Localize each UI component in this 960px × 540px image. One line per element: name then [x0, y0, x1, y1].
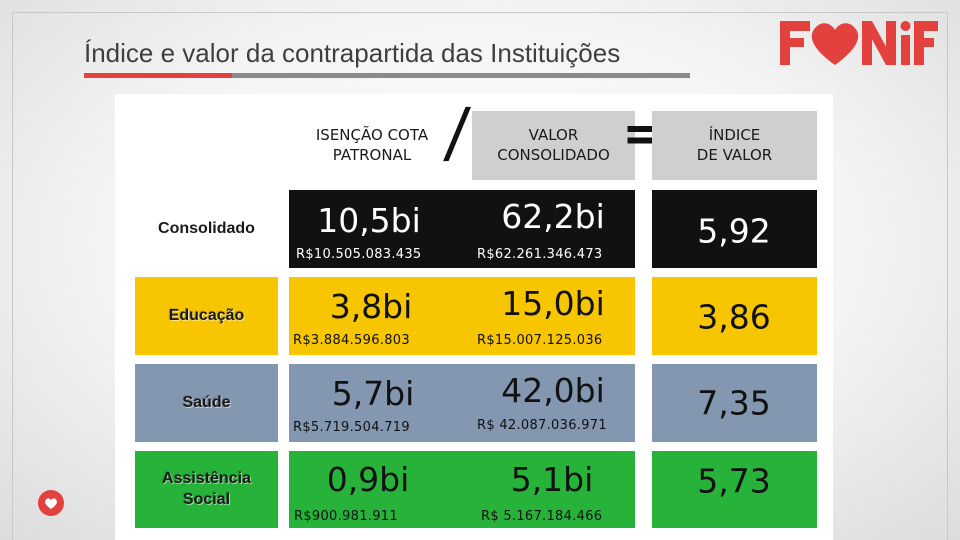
row-label-consolidado: Consolidado	[135, 190, 278, 268]
saude-indice-cell	[652, 364, 817, 442]
fonif-logo	[778, 17, 940, 69]
title-underline-grey	[232, 73, 690, 78]
row-educacao-values-cell	[289, 277, 635, 355]
slide-title: Índice e valor da contrapartida das Inst…	[84, 38, 621, 68]
row-consolidado-values-cell	[289, 190, 635, 268]
title-underline-red	[84, 73, 232, 78]
consolidado-isencao-small: R$10.505.083.435	[296, 247, 422, 262]
row-label-saude: Saúde	[135, 364, 278, 442]
educacao-valor-big: 15,0bi	[501, 284, 605, 323]
header-isencao-cota-patronal: ISENÇÃO COTA PATRONAL	[315, 126, 429, 164]
fonif-logo-mark	[780, 21, 938, 65]
saude-valor-big: 42,0bi	[501, 371, 605, 410]
header-valor-consolidado: VALOR CONSOLIDADO	[472, 111, 635, 180]
row-label-assistencia-social: Assistência Social	[135, 451, 278, 528]
consolidado-indice-cell	[652, 190, 817, 268]
consolidado-valor-small: R$62.261.346.473	[477, 247, 603, 262]
assistencia-indice-cell	[652, 451, 817, 528]
row-assistencia-values-cell	[289, 451, 635, 528]
educacao-isencao-big: 3,8bi	[329, 287, 413, 326]
assistencia-indice: 5,73	[697, 461, 771, 501]
row-saude-values-cell	[289, 364, 635, 442]
saude-valor-small: R$ 42.087.036.971	[477, 418, 607, 433]
consolidado-isencao-big: 10,5bi	[317, 201, 421, 240]
educacao-valor-small: R$15.007.125.036	[477, 333, 603, 348]
row-label-educacao: Educação	[135, 277, 278, 355]
header-indice-de-valor: ÍNDICE DE VALOR	[652, 111, 817, 180]
saude-isencao-small: R$5.719.504.719	[293, 420, 410, 435]
assistencia-valor-big: 5,1bi	[510, 460, 594, 499]
assistencia-isencao-big: 0,9bi	[326, 460, 410, 499]
educacao-isencao-small: R$3.884.596.803	[293, 333, 410, 348]
assistencia-isencao-small: R$900.981.911	[294, 509, 398, 524]
heart-icon	[38, 490, 64, 516]
slide-frame	[12, 12, 948, 540]
consolidado-valor-big: 62,2bi	[501, 197, 605, 236]
educacao-indice: 3,86	[697, 297, 771, 337]
saude-isencao-big: 5,7bi	[331, 374, 415, 413]
educacao-indice-cell	[652, 277, 817, 355]
saude-indice: 7,35	[697, 383, 771, 423]
consolidado-indice: 5,92	[697, 211, 771, 251]
assistencia-valor-small: R$ 5.167.184.466	[481, 509, 603, 524]
